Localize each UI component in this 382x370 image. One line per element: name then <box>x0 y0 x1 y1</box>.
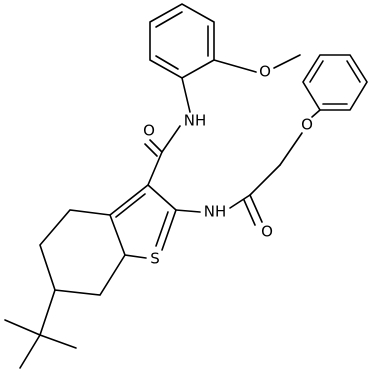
double-bond <box>346 60 361 83</box>
ring-bond <box>302 54 368 111</box>
ring-bond <box>149 3 215 79</box>
bond <box>109 184 149 216</box>
bond <box>249 164 281 196</box>
double-bond <box>115 193 146 218</box>
bond <box>161 209 177 251</box>
double-bond <box>155 211 169 247</box>
bond <box>311 109 321 118</box>
atom-label: O <box>143 122 155 140</box>
bonds <box>4 3 368 369</box>
bond <box>4 319 41 336</box>
bond <box>273 54 301 69</box>
atom-label: NH <box>204 203 227 221</box>
bond <box>249 194 263 223</box>
bond <box>147 151 163 186</box>
bond <box>161 125 181 153</box>
double-bond <box>309 60 324 83</box>
bond <box>19 334 41 369</box>
atom-label: O <box>261 223 273 241</box>
double-bond <box>155 11 183 28</box>
bond <box>175 209 201 213</box>
bond <box>124 254 147 259</box>
double-bond <box>155 55 179 70</box>
double-bond <box>144 143 158 157</box>
bond <box>39 289 56 336</box>
atom-label: NH <box>184 112 207 130</box>
bond <box>149 139 163 153</box>
double-bond <box>243 199 256 226</box>
bond <box>229 194 251 209</box>
ring-bond <box>39 209 126 296</box>
bond <box>279 132 303 166</box>
atom-label: O <box>301 116 313 134</box>
bond <box>147 184 177 211</box>
atom-label: S <box>150 250 160 268</box>
bond <box>213 59 257 73</box>
bond <box>109 214 126 256</box>
atom-label: O <box>259 63 271 81</box>
bond <box>39 334 77 349</box>
bond <box>181 77 191 113</box>
atom-labels: O NH O O NH O S <box>143 63 313 268</box>
